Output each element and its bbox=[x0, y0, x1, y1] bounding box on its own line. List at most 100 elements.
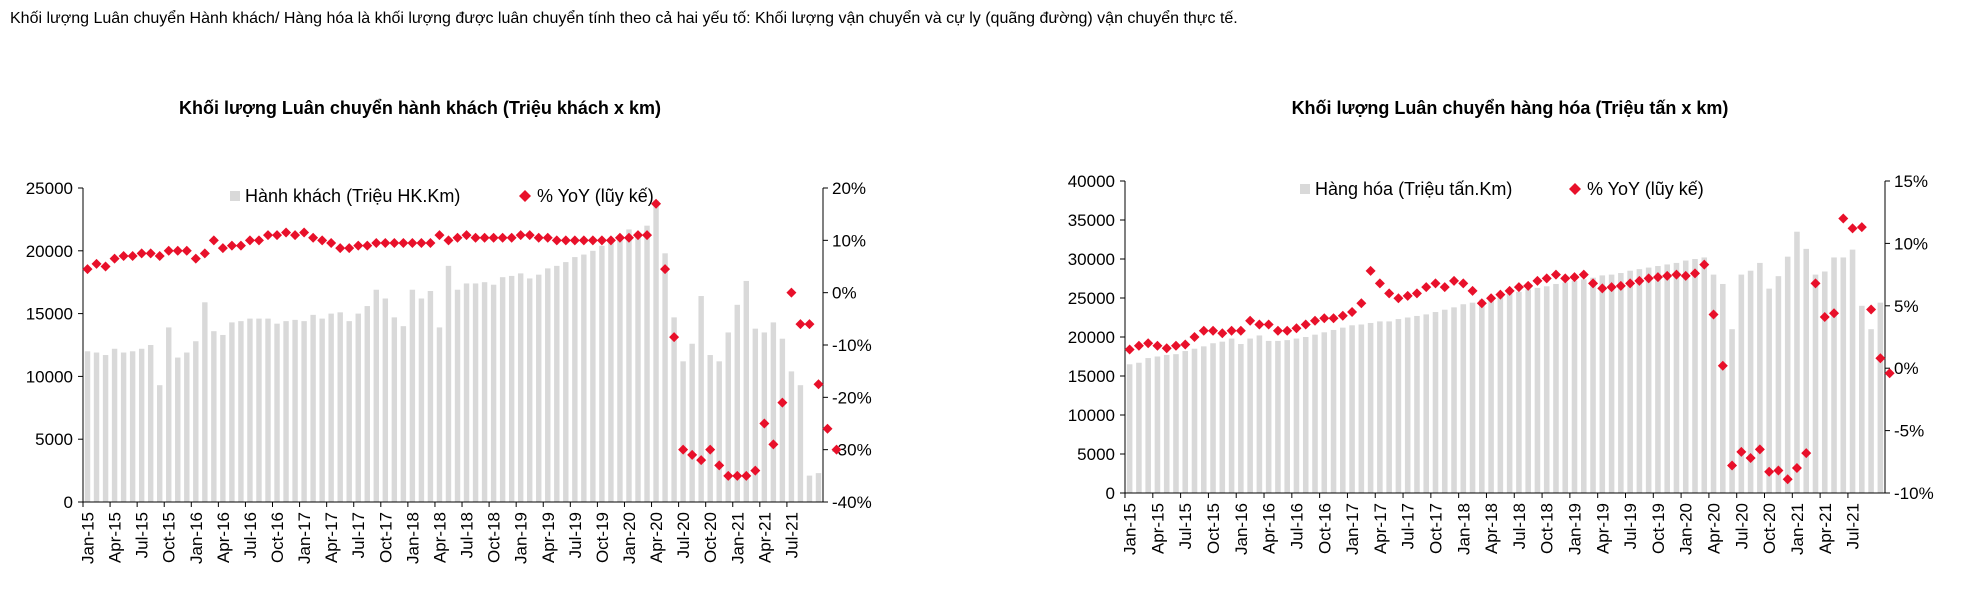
x-tick-label: Oct-16 bbox=[1315, 503, 1334, 554]
bar bbox=[1877, 302, 1884, 493]
chart-title-cargo: Khối lượng Luân chuyển hàng hóa (Triệu t… bbox=[1291, 98, 1729, 118]
yoy-point bbox=[253, 235, 264, 246]
bar bbox=[129, 351, 136, 502]
bar bbox=[211, 331, 217, 502]
bar bbox=[1312, 334, 1318, 493]
bar bbox=[1747, 270, 1754, 493]
bar bbox=[1627, 270, 1633, 493]
yoy-point bbox=[1810, 278, 1821, 289]
yoy-point bbox=[217, 243, 228, 254]
bar bbox=[1664, 264, 1670, 493]
x-tick-label: Apr-19 bbox=[539, 512, 558, 563]
y2-tick-label: 15% bbox=[1894, 172, 1928, 191]
yoy-point bbox=[1606, 282, 1617, 293]
bar bbox=[1358, 324, 1365, 493]
bar bbox=[418, 298, 425, 502]
bar bbox=[247, 318, 253, 502]
cargo-chart: 0 5000 10000 15000 20000 25000 30000 35000 40000… bbox=[1068, 172, 1934, 555]
y2-tick-label: 0% bbox=[1894, 359, 1919, 378]
y-tick-label: 40000 bbox=[1068, 172, 1115, 191]
bar bbox=[499, 277, 506, 502]
bar bbox=[175, 357, 181, 502]
x-tick-label: Jul-21 bbox=[782, 512, 801, 558]
yoy-point bbox=[1866, 304, 1877, 315]
y2-tick-label: 20% bbox=[832, 179, 866, 198]
bar bbox=[147, 345, 154, 502]
yoy-point bbox=[714, 460, 725, 471]
bar bbox=[256, 318, 262, 502]
bar bbox=[554, 265, 560, 502]
bar bbox=[761, 332, 768, 502]
yoy-point bbox=[1791, 463, 1802, 474]
y2-tick-label: 5% bbox=[1894, 297, 1919, 316]
bar bbox=[1655, 266, 1661, 493]
chart-title-passenger: Khối lượng Luân chuyển hành khách (Triệu… bbox=[179, 98, 661, 118]
y2-tick-label: -30% bbox=[832, 441, 872, 460]
bar bbox=[120, 352, 127, 502]
yoy-point bbox=[416, 237, 427, 248]
yoy-point bbox=[344, 243, 355, 254]
yoy-point bbox=[290, 230, 301, 241]
bar bbox=[1219, 341, 1226, 493]
yoy-point bbox=[515, 230, 526, 241]
yoy-point bbox=[777, 397, 788, 408]
y2-tick-label: 0% bbox=[832, 284, 857, 303]
yoy-point bbox=[1671, 269, 1682, 280]
yoy-point bbox=[1152, 340, 1163, 351]
x-tick-label: Jan-17 bbox=[1343, 503, 1362, 555]
bar bbox=[481, 282, 488, 502]
yoy-point bbox=[1782, 474, 1793, 485]
yoy-point bbox=[299, 227, 310, 238]
yoy-point bbox=[208, 235, 219, 246]
yoy-point bbox=[1856, 222, 1867, 233]
yoy-point bbox=[317, 235, 328, 246]
y-tick-label: 5000 bbox=[35, 430, 73, 449]
yoy-point bbox=[560, 235, 571, 246]
yoy-point bbox=[804, 319, 815, 330]
legend-label-yoy: % YoY (lũy kế) bbox=[1587, 179, 1704, 199]
yoy-point bbox=[1569, 272, 1580, 283]
bar bbox=[734, 304, 740, 502]
yoy-point bbox=[1124, 344, 1135, 355]
bar bbox=[184, 352, 190, 502]
yoy-point bbox=[1319, 313, 1330, 324]
bar bbox=[1757, 262, 1763, 493]
bar bbox=[698, 296, 704, 502]
yoy-point bbox=[226, 240, 237, 251]
yoy-point bbox=[1504, 285, 1515, 296]
bar bbox=[815, 473, 822, 502]
yoy-point bbox=[1829, 308, 1840, 319]
yoy-point bbox=[1764, 466, 1775, 477]
bar bbox=[1293, 338, 1300, 493]
bar bbox=[229, 322, 235, 502]
x-tick-label: Apr-17 bbox=[1371, 503, 1390, 554]
x-tick-label: Oct-17 bbox=[376, 512, 395, 563]
y-tick-label: 30000 bbox=[1068, 250, 1115, 269]
yoy-point bbox=[596, 235, 607, 246]
yoy-point bbox=[768, 439, 779, 450]
bar bbox=[1479, 299, 1485, 493]
bar bbox=[301, 321, 307, 502]
legend-label-yoy: % YoY (lũy kế) bbox=[537, 186, 654, 206]
yoy-point bbox=[1374, 278, 1385, 289]
yoy-point bbox=[1652, 272, 1663, 283]
x-tick-label: Jul-16 bbox=[241, 512, 260, 558]
bar bbox=[1238, 344, 1244, 493]
yoy-point bbox=[1597, 283, 1608, 294]
yoy-point bbox=[1272, 325, 1283, 336]
yoy-point bbox=[660, 264, 671, 275]
yoy-point bbox=[398, 237, 409, 248]
yoy-point bbox=[587, 235, 598, 246]
bar bbox=[1154, 356, 1161, 493]
yoy-point bbox=[1393, 293, 1404, 304]
yoy-point bbox=[127, 251, 138, 262]
bar bbox=[797, 385, 804, 502]
yoy-point bbox=[1550, 269, 1561, 280]
bar bbox=[508, 275, 515, 502]
yoy-point bbox=[1430, 278, 1441, 289]
yoy-point bbox=[470, 232, 481, 243]
yoy-point bbox=[1717, 360, 1728, 371]
legend-label-bar: Hành khách (Triệu HK.Km) bbox=[245, 186, 460, 206]
legend-bar-swatch bbox=[1300, 184, 1310, 194]
bar bbox=[454, 289, 461, 502]
